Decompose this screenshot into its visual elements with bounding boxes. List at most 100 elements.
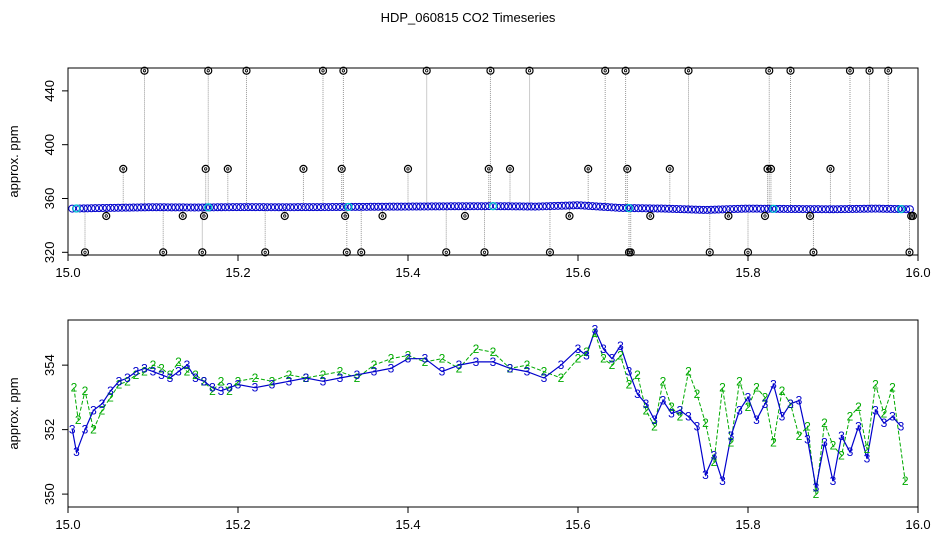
outlier-point (486, 66, 495, 75)
outlier-point-inner (425, 69, 429, 73)
data-point (584, 201, 593, 210)
data-point (684, 205, 693, 214)
series-marker-3: 3 (141, 361, 148, 375)
series-marker-3: 3 (821, 436, 828, 450)
series-marker-2: 2 (643, 403, 650, 417)
data-point (439, 202, 448, 211)
outlier-point (646, 211, 655, 221)
series-marker-3: 3 (422, 352, 429, 366)
data-point (863, 204, 872, 213)
series-marker-3: 3 (133, 365, 140, 379)
outlier-point (422, 66, 431, 75)
outlier-point-inner (648, 214, 652, 218)
data-point (378, 202, 387, 211)
chart-title: HDP_060815 CO2 Timeseries (381, 10, 556, 25)
series-marker-2: 2 (677, 410, 684, 424)
series-marker-2: 2 (668, 400, 675, 414)
series-marker-3: 3 (558, 358, 565, 372)
series-marker-2: 2 (787, 397, 794, 411)
data-point-accent (769, 204, 778, 213)
outlier-point-inner (625, 167, 629, 171)
outlier-point (809, 248, 818, 257)
data-point (401, 202, 410, 211)
series-marker-2: 2 (303, 371, 310, 385)
series-marker-2: 2 (626, 377, 633, 391)
data-point (198, 203, 207, 212)
x-tick-label: 15.8 (735, 517, 760, 532)
plot-frame (67, 319, 919, 508)
series-marker-3: 3 (668, 407, 675, 421)
data-point (772, 204, 781, 213)
outlier-point (460, 211, 470, 221)
series-marker-2: 2 (902, 474, 909, 488)
outlier-point-inner (668, 167, 672, 171)
series-marker-2: 2 (796, 429, 803, 443)
data-point (427, 202, 436, 211)
data-point (798, 205, 807, 214)
series-marker-3: 3 (226, 381, 233, 395)
data-point (829, 205, 838, 214)
data-point (504, 202, 513, 211)
x-tick-label: 15.6 (565, 517, 590, 532)
series-marker-3: 3 (337, 371, 344, 385)
data-point-accent (344, 202, 353, 212)
data-point (802, 205, 811, 214)
outlier-point (119, 164, 128, 173)
outlier-point-inner (200, 250, 204, 254)
series-marker-3: 3 (175, 365, 182, 379)
data-point (339, 202, 348, 211)
series-marker-3: 3 (575, 342, 582, 356)
data-point (523, 202, 532, 211)
data-point (527, 202, 536, 211)
outlier-point (339, 66, 348, 75)
data-point (267, 203, 276, 212)
data-point (661, 204, 670, 213)
outlier-point (908, 211, 918, 221)
outlier-point-inner (341, 69, 345, 73)
series-marker-2: 2 (702, 416, 709, 430)
data-point (87, 204, 96, 213)
data-point (91, 204, 100, 213)
data-point (691, 205, 700, 214)
outlier-point (299, 164, 308, 173)
data-point (508, 202, 517, 211)
series-marker-3: 3 (889, 410, 896, 424)
outlier-point (242, 66, 251, 75)
data-point (619, 203, 628, 212)
outlier-point (765, 66, 774, 75)
outlier-point-inner (527, 69, 532, 73)
series-marker-3: 3 (617, 339, 624, 353)
series-marker-3: 3 (439, 365, 446, 379)
data-point (324, 203, 333, 212)
data-point (511, 202, 520, 211)
data-point (236, 203, 245, 212)
series-marker-2: 2 (71, 381, 78, 395)
data-point (745, 204, 754, 213)
series-marker-2: 2 (753, 381, 760, 395)
data-point (393, 202, 402, 211)
data-point (607, 203, 616, 212)
series-marker-3: 3 (252, 381, 259, 395)
data-point (416, 202, 425, 211)
data-point (473, 202, 482, 211)
series-marker-3: 3 (354, 368, 361, 382)
series-marker-2: 2 (838, 448, 845, 462)
series-marker-2: 2 (75, 413, 82, 427)
outlier-point-inner (508, 167, 512, 171)
data-point (435, 202, 444, 211)
outlier-point (341, 211, 350, 221)
x-tick-label: 15.6 (565, 265, 590, 280)
series-marker-3: 3 (235, 377, 242, 391)
outlier-point (705, 248, 714, 257)
outlier-point (378, 211, 387, 221)
series-marker-2: 2 (600, 352, 607, 366)
data-point (576, 201, 585, 210)
data-point (167, 203, 176, 212)
data-point (886, 204, 895, 213)
data-point (316, 203, 325, 212)
series-marker-2: 2 (864, 442, 871, 456)
series-marker-3: 3 (711, 448, 718, 462)
data-point (374, 202, 383, 211)
data-point (255, 203, 264, 212)
x-tick-label: 15.0 (55, 265, 80, 280)
